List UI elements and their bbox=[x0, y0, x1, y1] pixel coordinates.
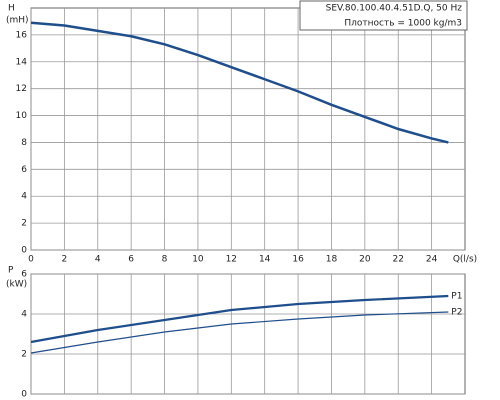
x-tick-label: 16 bbox=[292, 255, 304, 265]
x-tick-label: 6 bbox=[128, 255, 134, 265]
y-tick-label: 6 bbox=[21, 270, 27, 280]
series-label: P1 bbox=[451, 292, 462, 302]
y-tick-label: 8 bbox=[21, 138, 27, 148]
info-box bbox=[299, 0, 468, 31]
x-tick-label: 0 bbox=[28, 255, 34, 265]
x-tick-label: 12 bbox=[226, 255, 237, 265]
curve bbox=[30, 21, 449, 144]
x-tick-label: 14 bbox=[259, 255, 271, 265]
y-axis-unit: (mH) bbox=[6, 16, 29, 26]
curve bbox=[30, 294, 449, 344]
plot-area bbox=[30, 273, 466, 395]
y-tick-label: 2 bbox=[21, 350, 27, 360]
chart-title: SEV.80.100.40.4.51D.Q, 50 Hz bbox=[326, 4, 463, 14]
y-tick-label: 2 bbox=[21, 219, 27, 229]
x-tick-label: 18 bbox=[326, 255, 338, 265]
y-tick-label: 10 bbox=[16, 111, 28, 121]
plot-area bbox=[30, 7, 466, 251]
curve bbox=[30, 311, 449, 354]
y-tick-label: 0 bbox=[21, 246, 27, 256]
y-axis-unit: (kW) bbox=[6, 280, 27, 290]
x-tick-label: 10 bbox=[192, 255, 204, 265]
x-tick-label: 2 bbox=[62, 255, 68, 265]
y-tick-label: 16 bbox=[16, 30, 28, 40]
y-tick-label: 12 bbox=[16, 84, 27, 94]
x-tick-label: 24 bbox=[426, 255, 438, 265]
y-axis-label: H bbox=[8, 4, 15, 14]
x-tick-label: 8 bbox=[162, 255, 168, 265]
x-tick-label: 20 bbox=[359, 255, 371, 265]
chart-subtitle: Плотность = 1000 kg/m3 bbox=[344, 19, 462, 29]
x-axis-label: Q(l/s) bbox=[453, 255, 477, 265]
series-label: P2 bbox=[451, 308, 462, 318]
y-tick-label: 4 bbox=[21, 310, 27, 320]
y-tick-label: 0 bbox=[21, 390, 27, 400]
x-tick-label: 22 bbox=[393, 255, 404, 265]
y-tick-label: 6 bbox=[21, 165, 27, 175]
y-tick-label: 14 bbox=[16, 57, 28, 67]
y-axis-label: P bbox=[8, 266, 14, 276]
y-tick-label: 4 bbox=[21, 192, 27, 202]
x-tick-label: 4 bbox=[95, 255, 101, 265]
